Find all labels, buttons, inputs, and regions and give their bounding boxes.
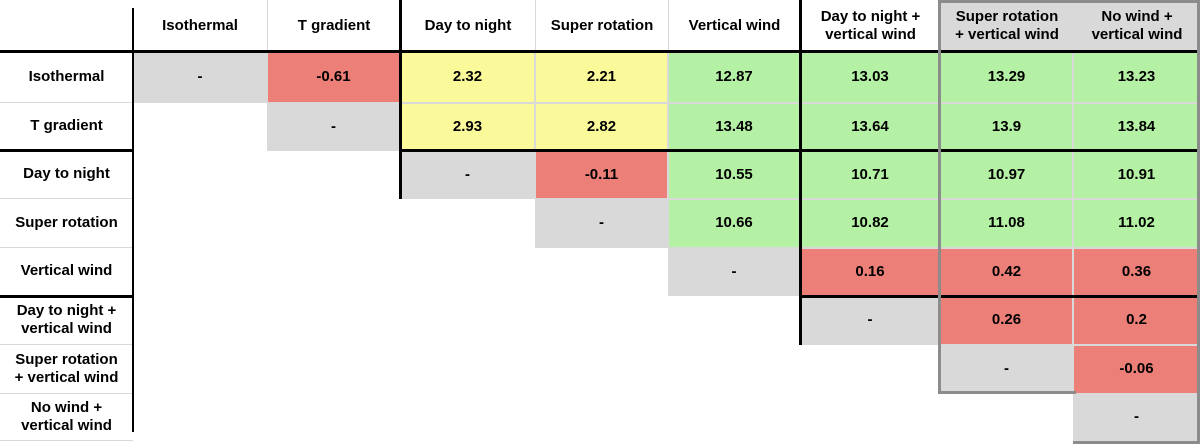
col-header-6: Day to night + vertical wind	[800, 0, 940, 52]
group1-vertical-divider	[399, 0, 402, 199]
matrix-cell: 11.02	[1073, 199, 1200, 248]
matrix-cell: 10.91	[1073, 151, 1200, 199]
col-header-7: Super rotation + vertical wind	[940, 0, 1073, 52]
row-header-1: Isothermal	[0, 52, 133, 103]
row-header-4: Super rotation	[0, 199, 133, 248]
matrix-cell: 13.84	[1073, 103, 1200, 151]
matrix-cell: 0.36	[1073, 248, 1200, 296]
matrix-cell: 2.32	[400, 52, 535, 103]
group2-horizontal-divider-right	[799, 295, 1200, 298]
diagonal-cell: -	[940, 345, 1073, 394]
row-header-3: Day to night	[0, 151, 133, 199]
highlight-box-left	[938, 0, 941, 394]
group2-horizontal-divider-left	[0, 295, 133, 298]
matrix-cell: 13.48	[668, 103, 800, 151]
highlight-box-top	[938, 0, 1200, 3]
diagonal-cell: -	[535, 199, 668, 248]
col-header-4: Super rotation	[535, 0, 668, 52]
matrix-cell: 10.66	[668, 199, 800, 248]
col-header-5: Vertical wind	[668, 0, 800, 52]
diagonal-cell: -	[267, 103, 400, 151]
matrix-cell: 10.82	[800, 199, 940, 248]
matrix-cell: 10.97	[940, 151, 1073, 199]
row-header-7: Super rotation + vertical wind	[0, 345, 133, 394]
matrix-cell: 13.29	[940, 52, 1073, 103]
matrix-cell: 13.03	[800, 52, 940, 103]
matrix-cell: 10.55	[668, 151, 800, 199]
diagonal-cell: -	[1073, 394, 1200, 441]
matrix-cell: 13.64	[800, 103, 940, 151]
group1-horizontal-divider-right	[399, 149, 1200, 152]
highlight-box-bottom	[1073, 441, 1200, 444]
diagonal-cell: -	[668, 248, 800, 296]
group1-horizontal-divider-left	[0, 149, 133, 152]
diagonal-cell: -	[400, 151, 535, 199]
matrix-cell: 11.08	[940, 199, 1073, 248]
row-header-8: No wind + vertical wind	[0, 394, 133, 441]
group2-vertical-divider	[799, 0, 802, 345]
matrix-cell: 0.42	[940, 248, 1073, 296]
col-header-8: No wind + vertical wind	[1073, 0, 1200, 52]
highlight-box-step	[938, 391, 1076, 394]
row-header-2: T gradient	[0, 103, 133, 151]
highlight-box-right	[1197, 0, 1200, 444]
matrix-cell: -0.06	[1073, 345, 1200, 394]
matrix-cell: -0.11	[535, 151, 668, 199]
matrix-cell: 12.87	[668, 52, 800, 103]
matrix-cell: 2.21	[535, 52, 668, 103]
header-underline	[0, 50, 1200, 53]
diagonal-cell: -	[800, 296, 940, 345]
matrix-cell: 2.93	[400, 103, 535, 151]
col-header-2: T gradient	[267, 0, 400, 52]
row-header-divider	[132, 8, 134, 432]
row-header-5: Vertical wind	[0, 248, 133, 296]
col-header-1: Isothermal	[133, 0, 267, 52]
matrix-cell: 2.82	[535, 103, 668, 151]
matrix-cell: 0.16	[800, 248, 940, 296]
matrix-cell: -0.61	[267, 52, 400, 103]
matrix-cell: 10.71	[800, 151, 940, 199]
diagonal-cell: -	[133, 52, 267, 103]
row-header-6: Day to night + vertical wind	[0, 296, 133, 345]
matrix-cell: 0.2	[1073, 296, 1200, 345]
col-header-3: Day to night	[400, 0, 535, 52]
matrix-cell: 13.23	[1073, 52, 1200, 103]
matrix-cell: 13.9	[940, 103, 1073, 151]
matrix-cell: 0.26	[940, 296, 1073, 345]
